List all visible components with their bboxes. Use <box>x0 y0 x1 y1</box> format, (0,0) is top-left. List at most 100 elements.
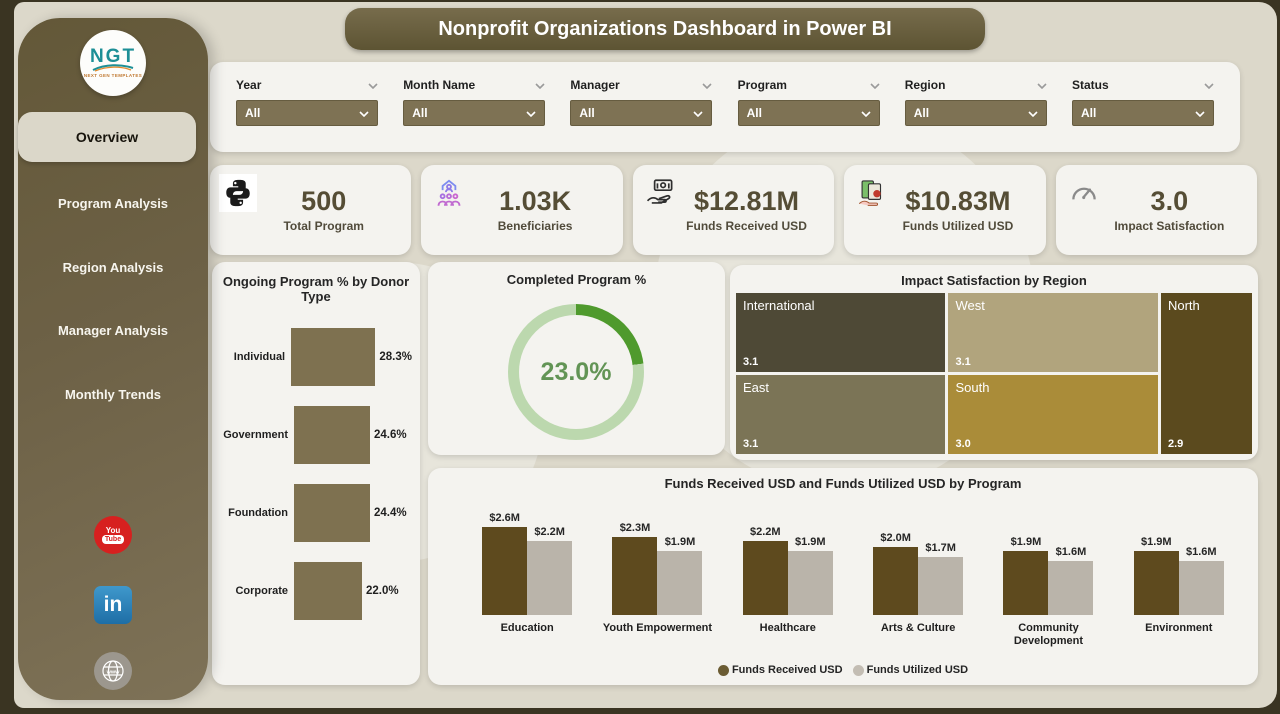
kpi-card-total-program[interactable]: 500 Total Program <box>210 165 412 255</box>
filter-program: Program All <box>737 76 880 152</box>
donor-bar[interactable] <box>294 484 370 542</box>
sidebar-item-region-analysis[interactable]: Region Analysis <box>62 259 164 275</box>
funds-value-label: $1.9M <box>664 536 696 548</box>
funds-bar-group: $2.2M $1.9M Healthcare <box>742 498 833 634</box>
donor-bar[interactable] <box>294 562 362 620</box>
funds-bar-column: $1.9M <box>787 536 833 615</box>
treemap-cell-name: East <box>743 380 770 395</box>
donor-chart-card: Ongoing Program % by Donor Type Individu… <box>212 262 420 685</box>
svg-text:www: www <box>106 670 121 676</box>
funds-bar-column: $2.6M <box>482 512 528 615</box>
filter-label: Month Name <box>403 78 476 92</box>
funds-bar-utilized[interactable] <box>787 551 833 615</box>
donor-value-label: 28.3% <box>379 351 412 363</box>
kpi-label: Total Program <box>283 219 364 233</box>
filter-dropdown-region[interactable]: All <box>904 100 1047 126</box>
funds-bar-group: $2.6M $2.2M Education <box>482 498 573 634</box>
chevron-down-icon[interactable] <box>702 78 712 92</box>
donor-bar-row: Corporate 22.0% <box>220 552 412 630</box>
donor-value-label: 24.4% <box>374 507 407 519</box>
kpi-card-impact-satisfaction[interactable]: 3.0 Impact Satisfaction <box>1055 165 1258 255</box>
filter-region: Region All <box>904 76 1047 152</box>
chevron-down-icon[interactable] <box>368 78 378 92</box>
donor-bar-row: Government 24.6% <box>220 396 412 474</box>
funds-value-label: $1.6M <box>1186 546 1217 558</box>
linkedin-icon[interactable]: in <box>94 586 132 624</box>
donor-category-label: Foundation <box>228 507 288 519</box>
filter-selected-value: All <box>913 106 930 120</box>
funds-bar-received[interactable] <box>612 537 658 615</box>
title-banner: Nonprofit Organizations Dashboard in Pow… <box>345 8 985 50</box>
donut-ring[interactable]: 23.0% <box>508 304 644 440</box>
legend-dot <box>717 664 729 676</box>
donor-bar[interactable] <box>291 328 376 386</box>
chevron-down-icon <box>860 106 871 120</box>
treemap-cell-international[interactable]: International 3.1 <box>736 293 946 372</box>
filter-dropdown-manager[interactable]: All <box>570 100 713 126</box>
funds-bar-pair: $2.3M $1.9M <box>612 522 703 615</box>
filter-status: Status All <box>1071 76 1214 152</box>
sidebar: NGT NEXT GEN TEMPLATES Overview Program A… <box>18 18 208 700</box>
funds-bar-received[interactable] <box>482 527 528 615</box>
treemap-cell-value: 3.1 <box>955 356 971 368</box>
funds-bar-received[interactable] <box>1133 551 1179 615</box>
kpi-card-beneficiaries[interactable]: 1.03K Beneficiaries <box>421 165 623 255</box>
donor-chart-plot: Individual 28.3% Government 24.6% Foundation… <box>220 318 412 630</box>
chevron-down-icon[interactable] <box>535 78 545 92</box>
funds-bar-column: $1.9M <box>1003 536 1049 615</box>
filter-selected-value: All <box>579 106 595 120</box>
filter-label-row: Manager <box>570 76 712 94</box>
treemap-cell-value: 2.9 <box>1167 438 1184 450</box>
chevron-down-icon[interactable] <box>1204 78 1214 92</box>
sidebar-item-monthly-trends[interactable]: Monthly Trends <box>64 386 162 402</box>
donor-bar[interactable] <box>294 406 370 464</box>
legend-item[interactable]: Funds Received USD <box>717 664 843 676</box>
kpi-card-funds-received-usd[interactable]: $12.81M Funds Received USD <box>632 165 835 255</box>
funds-bar-utilized[interactable] <box>1178 561 1224 615</box>
kpi-card-funds-utilized-usd[interactable]: $10.83M Funds Utilized USD <box>844 165 1046 255</box>
sidebar-item-program-analysis[interactable]: Program Analysis <box>57 195 169 211</box>
chevron-down-icon[interactable] <box>1037 78 1047 92</box>
funds-chart-title: Funds Received USD and Funds Utilized US… <box>664 476 1022 491</box>
kpi-label: Impact Satisfaction <box>1114 219 1225 233</box>
filter-dropdown-year[interactable]: All <box>236 100 378 126</box>
treemap-cell-north[interactable]: North 2.9 <box>1160 293 1252 454</box>
gauge-icon <box>1065 174 1103 212</box>
funds-chart-card: Funds Received USD and Funds Utilized US… <box>428 468 1258 685</box>
filter-label-row: Year <box>236 76 378 94</box>
legend-label: Funds Received USD <box>731 664 843 676</box>
funds-bar-received[interactable] <box>873 547 919 615</box>
donut-chart-card: Completed Program % 23.0% <box>428 262 725 455</box>
treemap-cell-value: 3.1 <box>743 438 759 450</box>
sidebar-item-overview[interactable]: Overview <box>18 112 196 162</box>
filter-dropdown-program[interactable]: All <box>737 100 880 126</box>
funds-bar-utilized[interactable] <box>918 557 964 615</box>
funds-bar-utilized[interactable] <box>527 541 573 615</box>
funds-bar-received[interactable] <box>1003 551 1049 615</box>
funds-bar-group: $1.9M $1.6M Community Development <box>1003 498 1094 647</box>
youtube-icon[interactable]: You Tube <box>94 516 132 554</box>
treemap-cell-west[interactable]: West 3.1 <box>948 293 1158 372</box>
treemap-cell-south[interactable]: South 3.0 <box>948 375 1158 454</box>
treemap-cell-name: West <box>955 298 985 313</box>
website-icon[interactable]: www <box>94 652 132 690</box>
chevron-down-icon <box>693 106 703 120</box>
filter-dropdown-status[interactable]: All <box>1071 100 1214 126</box>
sidebar-item-manager-analysis[interactable]: Manager Analysis <box>57 322 169 338</box>
chevron-down-icon[interactable] <box>869 78 880 92</box>
funds-bar-column: $2.2M <box>742 526 788 615</box>
treemap-cell-east[interactable]: East 3.1 <box>736 375 946 454</box>
filter-label: Year <box>236 78 262 92</box>
donor-bar-row: Individual 28.3% <box>220 318 412 396</box>
kpi-value: $10.83M <box>905 186 1011 216</box>
filter-label-row: Program <box>738 76 880 94</box>
filter-dropdown-month-name[interactable]: All <box>403 100 546 126</box>
funds-value-label: $2.2M <box>750 526 781 538</box>
funds-bar-utilized[interactable] <box>657 551 703 615</box>
funds-bar-received[interactable] <box>742 541 788 615</box>
legend-item[interactable]: Funds Utilized USD <box>852 664 968 676</box>
funds-bar-utilized[interactable] <box>1048 561 1094 615</box>
legend-dot <box>852 664 864 676</box>
funds-category-label: Youth Empowerment <box>602 622 713 634</box>
funds-value-label: $1.9M <box>1010 536 1042 548</box>
